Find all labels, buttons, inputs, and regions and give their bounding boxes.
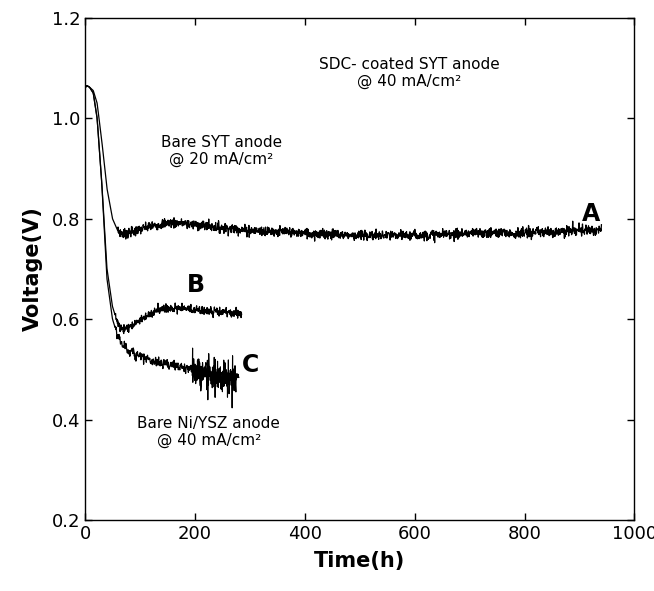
Text: C: C — [241, 353, 259, 378]
Text: SDC- coated SYT anode
@ 40 mA/cm²: SDC- coated SYT anode @ 40 mA/cm² — [318, 57, 500, 89]
Text: Bare SYT anode
@ 20 mA/cm²: Bare SYT anode @ 20 mA/cm² — [161, 135, 282, 167]
Text: B: B — [186, 273, 205, 297]
Text: Bare Ni/YSZ anode
@ 40 mA/cm²: Bare Ni/YSZ anode @ 40 mA/cm² — [137, 416, 280, 449]
X-axis label: Time(h): Time(h) — [314, 551, 405, 571]
Y-axis label: Voltage(V): Voltage(V) — [23, 206, 43, 332]
Text: A: A — [582, 202, 600, 226]
